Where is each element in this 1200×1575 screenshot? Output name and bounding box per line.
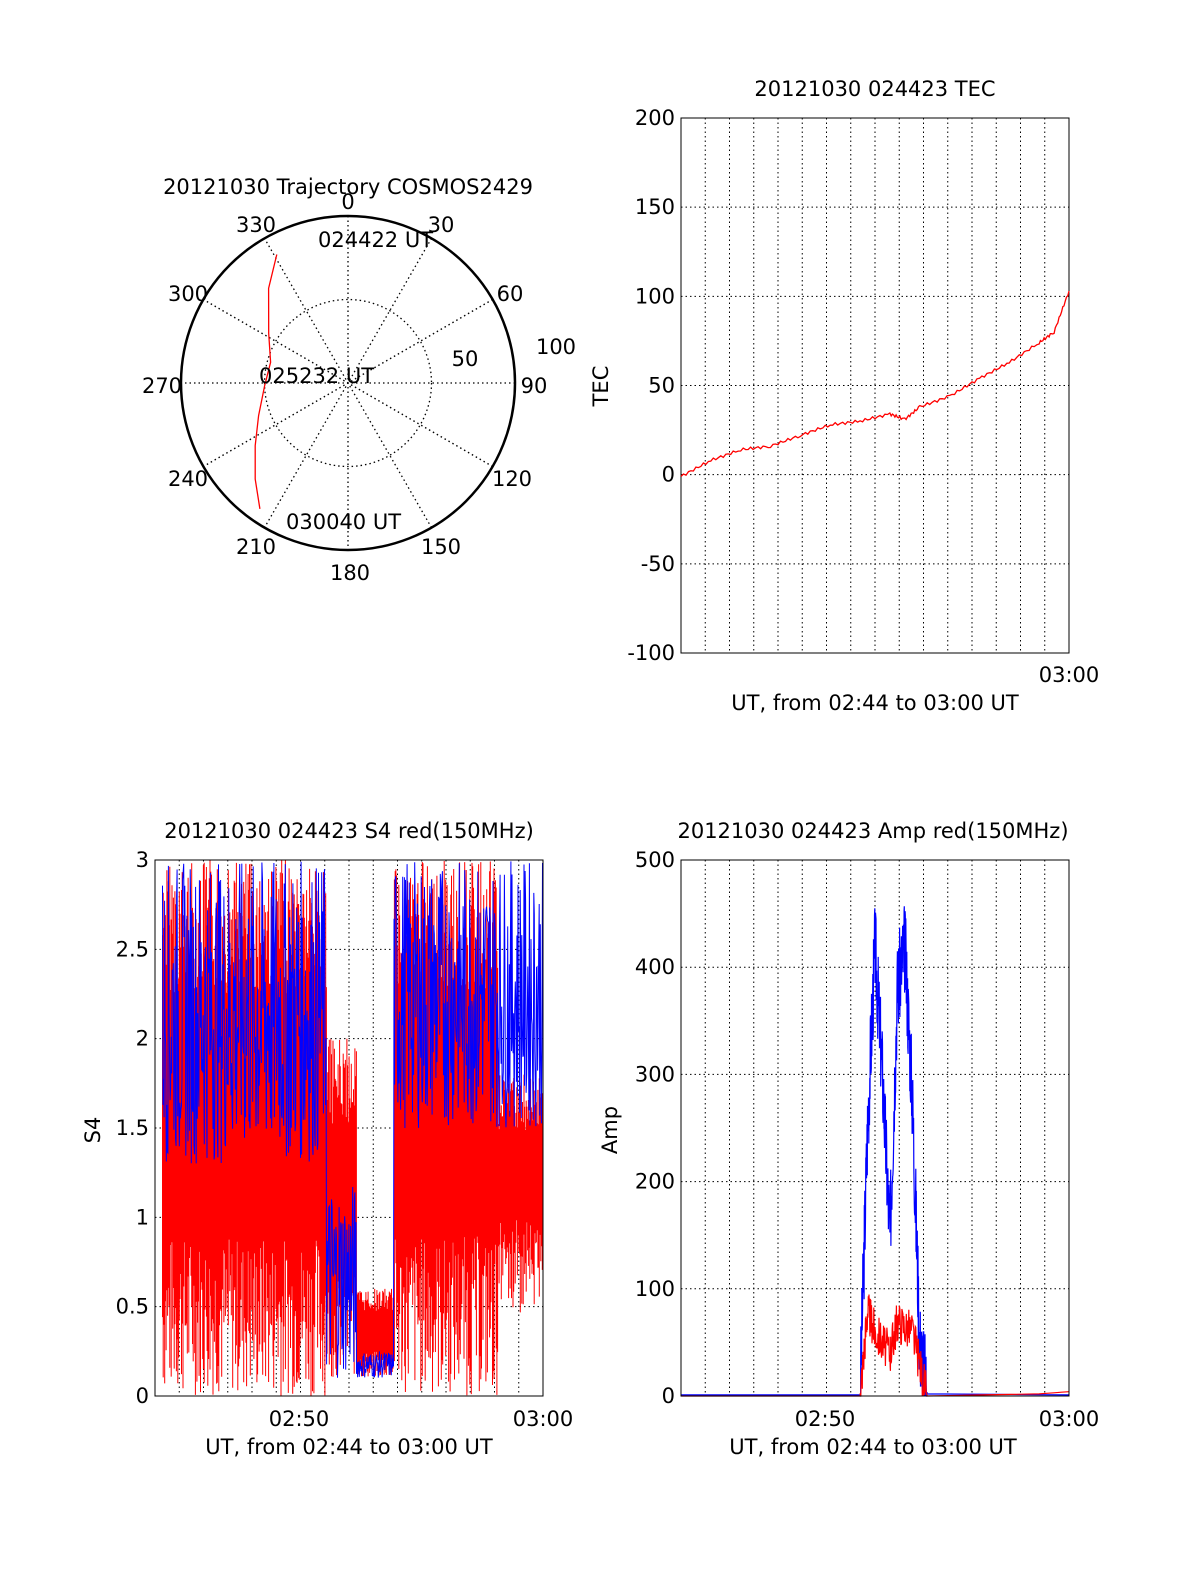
s4-ytick-label: 2 (136, 1027, 149, 1051)
tec-title: 20121030 024423 TEC (754, 77, 995, 101)
angle-label-210: 210 (236, 535, 276, 559)
s4-ytick-label: 0 (136, 1384, 149, 1408)
polar-angle-labels: 0 30 60 90 120 150 180 210 240 270 300 330 (142, 190, 547, 585)
tec-ytick-label: 50 (648, 374, 675, 398)
amp-ytick-label: 500 (635, 848, 675, 872)
tec-ytick-label: 200 (635, 106, 675, 130)
amp-xtick-0300: 03:00 (1039, 1407, 1100, 1431)
radial-label-100: 100 (536, 335, 576, 359)
s4-ytick-label: 1 (136, 1205, 149, 1229)
s4-blue-series (162, 861, 543, 1378)
angle-label-120: 120 (492, 467, 532, 491)
trajectory-panel: 20121030 Trajectory COSMOS2429 0 30 60 90 12… (142, 175, 576, 585)
tec-series-line (680, 290, 1070, 477)
amp-red-series (681, 1294, 1070, 1397)
s4-xlabel: UT, from 02:44 to 03:00 UT (205, 1435, 493, 1459)
angle-label-330: 330 (236, 213, 276, 237)
tec-ylabel: TEC (589, 366, 613, 408)
polar-ring-50 (263, 298, 433, 468)
amp-frame (680, 859, 1070, 1397)
amp-ylabel: Amp (598, 1106, 622, 1154)
amp-grid (681, 860, 1069, 1396)
s4-ytick-label: 2.5 (116, 937, 149, 961)
annotation-end: 030040 UT (286, 510, 401, 534)
s4-xtick-0250: 02:50 (269, 1407, 330, 1431)
tec-panel: 20121030 024423 TEC 200150100500-50-100 … (589, 77, 1099, 715)
angle-label-60: 60 (497, 282, 524, 306)
amp-xtick-0250: 02:50 (795, 1407, 856, 1431)
s4-ylabel: S4 (81, 1117, 105, 1144)
trajectory-track (254, 254, 278, 510)
polar-outer-circle (179, 214, 517, 552)
polar-spoke-150 (263, 238, 433, 528)
s4-title: 20121030 024423 S4 red(150MHz) (164, 819, 534, 843)
angle-label-30: 30 (428, 213, 455, 237)
amp-yticks: 500 400 300 200 100 0 (635, 848, 675, 1408)
tec-ytick-label: 100 (635, 284, 675, 308)
tec-ytick-label: -100 (627, 641, 675, 665)
angle-label-150: 150 (421, 535, 461, 559)
radial-label-50: 50 (452, 347, 479, 371)
trajectory-title: 20121030 Trajectory COSMOS2429 (163, 175, 533, 199)
amp-ytick-label: 200 (635, 1170, 675, 1194)
tec-ytick-label: 0 (662, 463, 675, 487)
amp-ytick-label: 400 (635, 955, 675, 979)
s4-ytick-label: 1.5 (116, 1116, 149, 1140)
s4-xtick-0300: 03:00 (513, 1407, 574, 1431)
amp-ytick-label: 300 (635, 1062, 675, 1086)
angle-label-90: 90 (521, 374, 548, 398)
annotation-start: 024422 UT (318, 228, 433, 252)
amp-title: 20121030 024423 Amp red(150MHz) (677, 819, 1068, 843)
tec-frame (680, 117, 1070, 654)
tec-xtick-0300: 03:00 (1039, 663, 1100, 687)
s4-data (162, 860, 543, 1396)
s4-ytick-label: 0.5 (116, 1295, 149, 1319)
amp-data (681, 906, 1070, 1397)
tec-ytick-label: -50 (641, 552, 675, 576)
polar-grid (181, 216, 515, 550)
amp-panel: 20121030 024423 Amp red(150MHz) 500 400 30… (598, 819, 1099, 1459)
amp-blue-series (681, 906, 1070, 1397)
angle-label-0: 0 (341, 190, 354, 214)
s4-panel: 20121030 024423 S4 red(150MHz) 3 2.5 2 1.5 1… (81, 819, 573, 1459)
s4-yticks: 3 2.5 2 1.5 1 0.5 0 (116, 848, 149, 1408)
amp-ytick-label: 0 (662, 1384, 675, 1408)
annotation-mid: 025232 UT (259, 364, 374, 388)
angle-label-300: 300 (168, 282, 208, 306)
angle-label-270: 270 (142, 374, 182, 398)
tec-ytick-label: 150 (635, 195, 675, 219)
tec-yticks: 200 150 100 50 0 -50 -100 (627, 106, 675, 665)
angle-label-240: 240 (168, 467, 208, 491)
s4-ytick-label: 3 (136, 848, 149, 872)
s4-frame (154, 859, 544, 1397)
amp-ytick-label: 100 (635, 1277, 675, 1301)
tec-xlabel: UT, from 02:44 to 03:00 UT (731, 691, 1019, 715)
tec-grid (681, 118, 1069, 653)
amp-xlabel: UT, from 02:44 to 03:00 UT (729, 1435, 1017, 1459)
angle-label-180: 180 (330, 561, 370, 585)
